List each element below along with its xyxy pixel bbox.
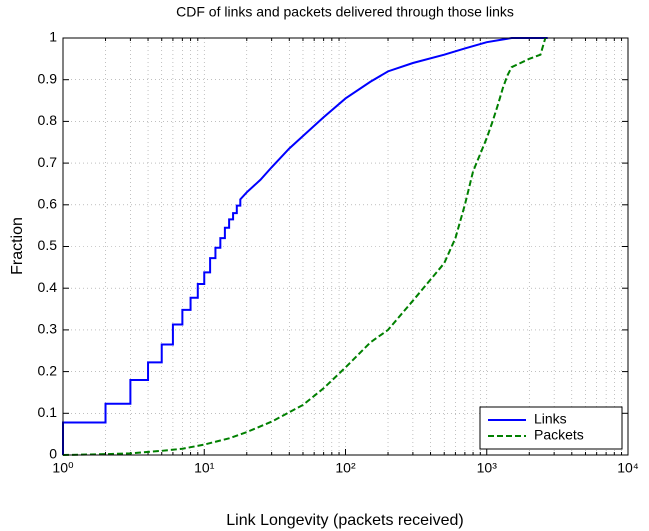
x-axis-label: Link Longevity (packets received) bbox=[226, 512, 463, 529]
x-tick-label: 10³ bbox=[477, 460, 498, 476]
y-tick-label: 0.6 bbox=[38, 196, 58, 212]
y-tick-label: 0.9 bbox=[38, 70, 58, 86]
x-tick-label: 10⁴ bbox=[617, 460, 639, 476]
legend-label: Packets bbox=[534, 427, 584, 443]
x-tick-label: 10⁰ bbox=[52, 460, 74, 476]
y-axis-label: Fraction bbox=[9, 217, 26, 275]
plot-frame bbox=[62, 37, 629, 456]
x-tick-label: 10¹ bbox=[194, 460, 215, 476]
x-tick-label: 10² bbox=[335, 460, 356, 476]
y-tick-label: 0.8 bbox=[38, 112, 58, 128]
legend-label: Links bbox=[534, 411, 567, 427]
y-tick-label: 1 bbox=[49, 29, 57, 45]
y-tick-label: 0.5 bbox=[38, 237, 58, 253]
y-tick-label: 0.2 bbox=[38, 362, 58, 378]
chart-title: CDF of links and packets delivered throu… bbox=[176, 4, 514, 20]
y-tick-label: 0 bbox=[49, 446, 57, 462]
y-tick-label: 0.3 bbox=[38, 321, 58, 337]
y-tick-label: 0.1 bbox=[38, 404, 58, 420]
series-line bbox=[62, 37, 548, 455]
series-line bbox=[62, 37, 547, 456]
y-tick-label: 0.7 bbox=[38, 154, 58, 170]
legend-box bbox=[479, 406, 623, 450]
y-tick-label: 0.4 bbox=[38, 279, 58, 295]
